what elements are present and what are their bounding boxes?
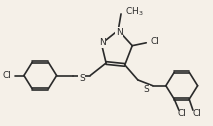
Text: CH$_3$: CH$_3$ <box>125 6 143 18</box>
Text: Cl: Cl <box>178 109 187 118</box>
Text: N: N <box>116 28 122 37</box>
Text: S: S <box>143 85 149 94</box>
Text: S: S <box>79 73 85 83</box>
Text: Cl: Cl <box>151 37 160 46</box>
Text: Cl: Cl <box>193 109 202 118</box>
Text: N: N <box>99 38 106 47</box>
Text: Cl: Cl <box>3 71 12 80</box>
